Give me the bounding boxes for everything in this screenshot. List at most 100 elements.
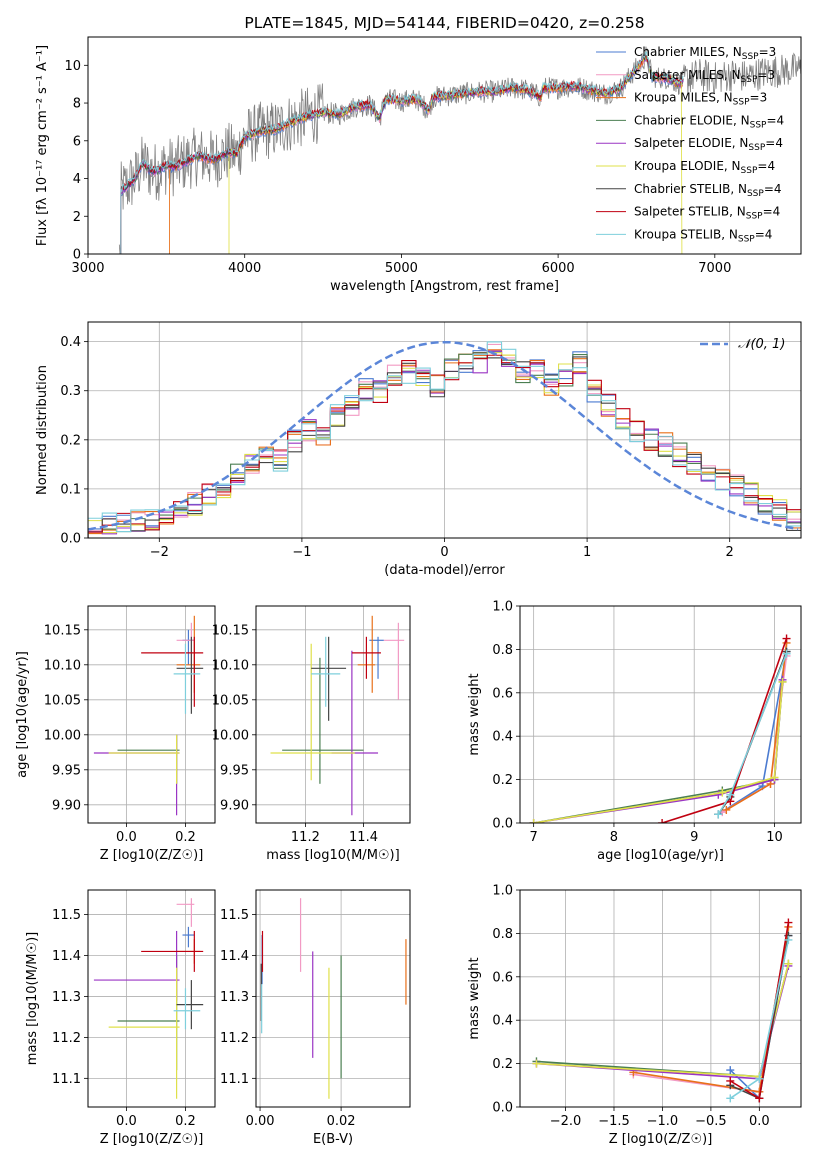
errorbar-point-5 <box>108 967 180 1099</box>
tick-label-y: 9.90 <box>220 798 249 813</box>
axes-frame <box>255 889 411 1108</box>
axes-frame <box>519 889 802 1108</box>
errorbar-point-4 <box>93 930 180 1001</box>
tick-label-x: 10 <box>766 830 783 845</box>
errorbar-point-3 <box>282 657 364 784</box>
legend-label: Chabrier ELODIE, NSSP=4 <box>634 113 784 130</box>
legend-label: Salpeter MILES, NSSP=3 <box>634 68 775 85</box>
model-spectrum-2 <box>169 54 684 254</box>
weight-marker <box>770 773 779 782</box>
panel-age-weight: 7 8 9 10 0.0 0.2 0.4 0.6 0.8 1.0 age [log10(age/yr… <box>467 600 802 863</box>
tick-label-y: 0.0 <box>492 1101 513 1116</box>
weight-marker <box>726 1066 735 1075</box>
weight-marker <box>658 819 667 823</box>
tick-label-x: −1.5 <box>598 1114 630 1129</box>
legend-label: 𝒩(0, 1) <box>738 337 785 352</box>
tick-label-y: 2 <box>73 210 81 225</box>
tick-label-x: 1 <box>583 545 591 560</box>
axes-frame <box>519 605 802 824</box>
tick-label-y: 10.00 <box>44 728 81 743</box>
weight-line-7 <box>661 638 788 823</box>
plot-area <box>270 615 405 816</box>
plot-area <box>532 918 793 1103</box>
errorbar-point-7 <box>141 636 204 707</box>
y-axis-label: mass [log10(M/M☉)] <box>25 932 40 1065</box>
errorbar-point-5 <box>108 734 180 784</box>
weight-marker <box>782 649 791 658</box>
tick-label-y: 0.2 <box>492 1057 513 1072</box>
tick-label-y: 6 <box>73 134 81 149</box>
tick-label-y: 0.4 <box>492 730 513 745</box>
weight-marker <box>714 810 723 819</box>
tick-label-y: 0.8 <box>492 643 513 658</box>
plot-area <box>260 898 407 1099</box>
tick-label-y: 9.95 <box>220 763 249 778</box>
model-spectrum-5 <box>228 55 683 254</box>
tick-label-y: 10 <box>64 59 81 74</box>
errorbar-point-8 <box>311 636 341 707</box>
tick-label-x: 0.2 <box>175 830 196 845</box>
panel-z-age: 0.0 0.2 9.90 9.95 10.00 10.05 10.10 10.15 Z [log… <box>15 605 216 863</box>
tick-label-y: 9.90 <box>52 798 81 813</box>
legend-label: Kroupa ELODIE, NSSP=4 <box>634 159 775 176</box>
errorbar-point-4 <box>93 734 180 816</box>
panel-ebv-mass: 0.00 0.02 11.1 11.2 11.3 11.4 11.5 E(B-V) <box>220 889 411 1147</box>
weight-marker <box>726 790 735 799</box>
tick-label-y: 1.0 <box>492 884 513 899</box>
y-axis-label: Normed distribution <box>35 365 50 495</box>
tick-label-y: 10.00 <box>212 728 249 743</box>
tick-label-y: 11.3 <box>220 990 249 1005</box>
plot-area <box>118 46 801 254</box>
tick-label-y: 10.05 <box>44 693 81 708</box>
legend: Chabrier MILES, NSSP=3 Salpeter MILES, NS… <box>596 45 784 244</box>
tick-label-x: −1.0 <box>647 1114 679 1129</box>
tick-label-x: 11.4 <box>349 830 378 845</box>
tick-label-x: 9 <box>690 830 698 845</box>
plot-area <box>529 634 791 823</box>
legend-label: Salpeter STELIB, NSSP=4 <box>634 205 780 222</box>
errorbar-point-6 <box>176 980 204 1030</box>
legend-label: Kroupa STELIB, NSSP=4 <box>634 227 772 244</box>
weight-marker <box>782 634 791 643</box>
x-axis-label: Z [log10(Z/Z☉)] <box>100 1132 204 1147</box>
tick-label-y: 11.1 <box>220 1072 249 1087</box>
weight-marker <box>718 788 727 797</box>
tick-label-y: 10.10 <box>212 658 249 673</box>
panel-spectrum: 3000 4000 5000 6000 7000 0 2 4 6 8 10 wavelength [A… <box>35 14 802 294</box>
tick-label-y: 0.2 <box>60 433 81 448</box>
weight-marker <box>532 1059 541 1068</box>
tick-label-x: 0.02 <box>327 1114 356 1129</box>
axes-frame <box>87 321 802 539</box>
errorbar-point-6 <box>176 636 204 714</box>
errorbar-point-7 <box>141 930 204 972</box>
tick-label-y: 0.0 <box>60 532 81 547</box>
errorbar-point-6 <box>311 636 347 721</box>
legend-label: Chabrier MILES, NSSP=3 <box>634 45 776 62</box>
panel-z-mass: 0.0 0.2 11.1 11.2 11.3 11.4 11.5 Z [log10(Z/Z☉)… <box>25 889 216 1147</box>
errorbar-point-0 <box>182 926 195 948</box>
weight-marker <box>784 918 793 927</box>
x-axis-label: Z [log10(Z/Z☉)] <box>609 1132 713 1147</box>
tick-label-x: 2 <box>726 545 734 560</box>
model-spectrum-8 <box>120 51 684 254</box>
tick-label-y: 11.3 <box>52 990 81 1005</box>
tick-label-y: 10.05 <box>212 693 249 708</box>
weight-line-3 <box>533 681 784 823</box>
tick-label-y: 0.6 <box>492 686 513 701</box>
errorbar-point-3 <box>117 734 180 784</box>
tick-label-x: 4000 <box>228 261 261 276</box>
tick-label-x: 8 <box>610 830 618 845</box>
legend-label: Kroupa MILES, NSSP=3 <box>634 91 767 108</box>
chart-title: PLATE=1845, MJD=54144, FIBERID=0420, z=0… <box>244 14 644 32</box>
tick-label-y: 11.2 <box>220 1031 249 1046</box>
y-axis-label: mass weight <box>467 957 482 1039</box>
tick-label-y: 1.0 <box>492 600 513 615</box>
panel-mass-age: 11.2 11.4 9.90 9.95 10.00 10.05 10.10 10.15 mass… <box>212 605 411 863</box>
x-axis-label: (data-model)/error <box>384 563 505 578</box>
tick-label-x: 0 <box>440 545 448 560</box>
tick-label-x: −2.0 <box>550 1114 582 1129</box>
tick-label-x: −0.5 <box>695 1114 727 1129</box>
weight-marker <box>778 677 787 686</box>
weight-marker <box>726 1094 735 1103</box>
